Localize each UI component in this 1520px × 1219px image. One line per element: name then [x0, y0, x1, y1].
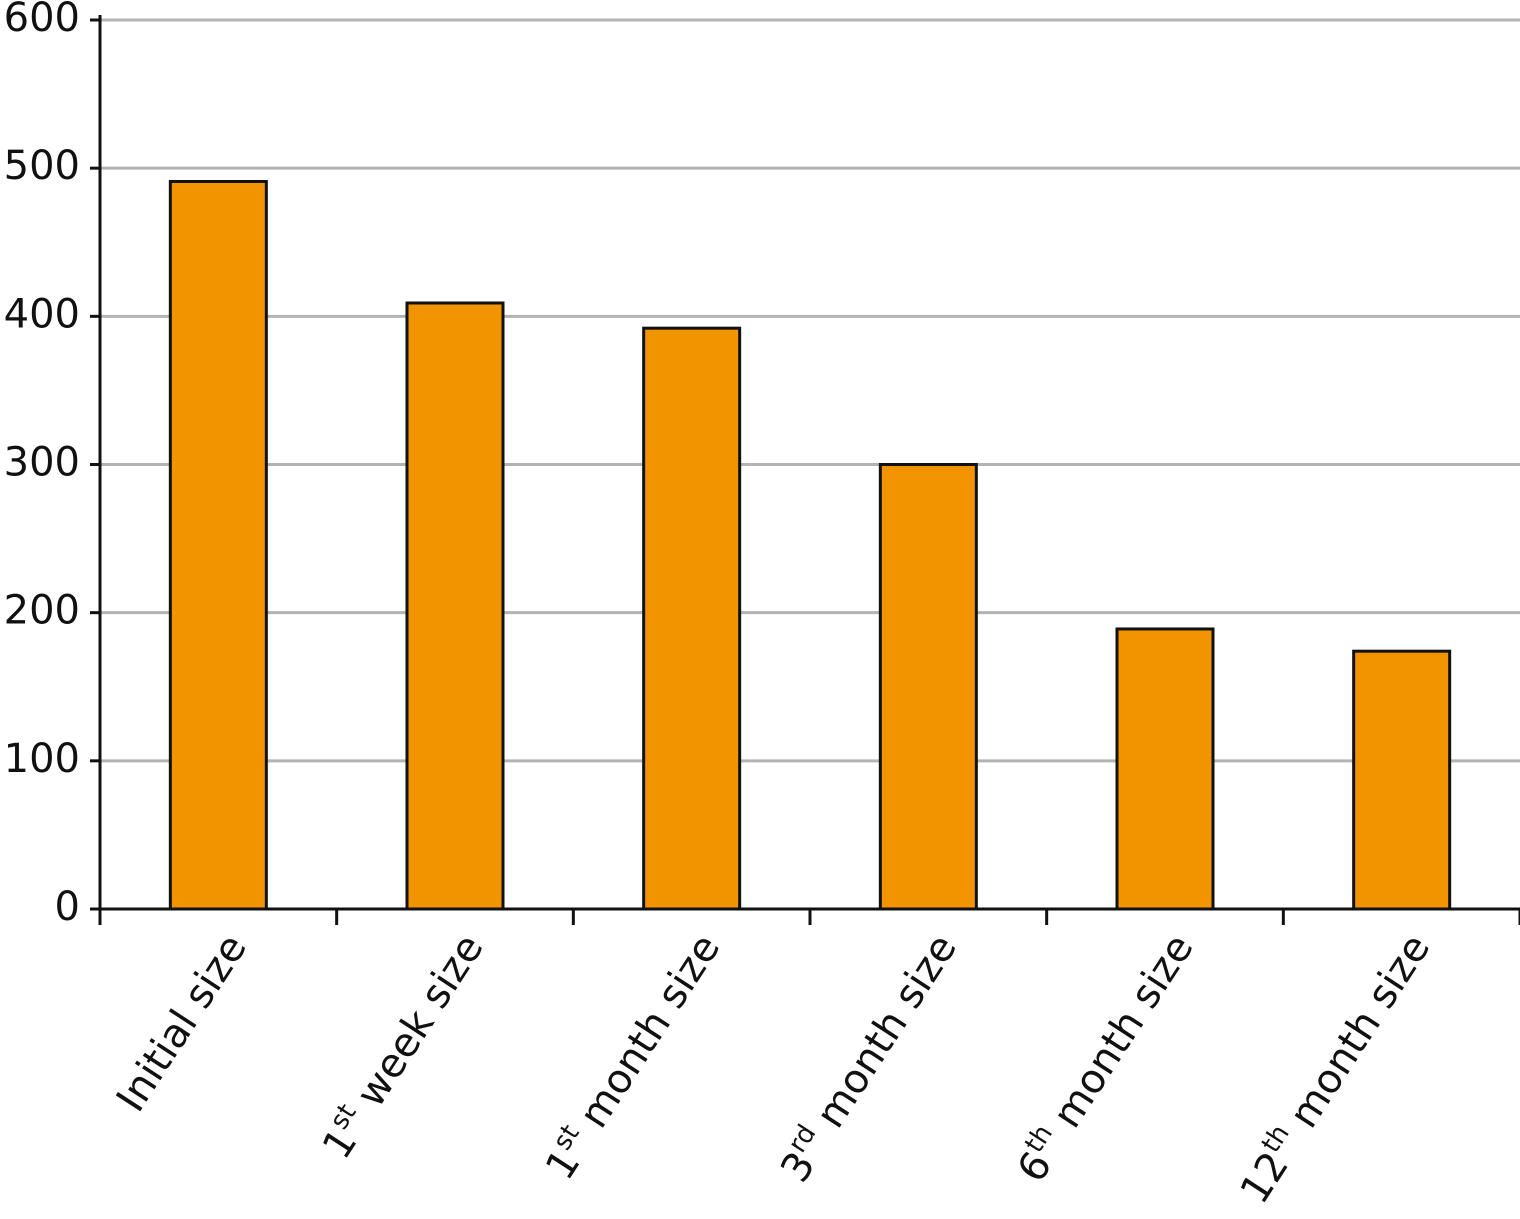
y-tick-label: 400	[4, 291, 80, 337]
bar	[1352, 649, 1452, 911]
x-tick-label: 1st month size	[533, 924, 729, 1188]
x-tick-label: 6th month size	[1005, 924, 1203, 1190]
y-tick-label: 300	[4, 440, 80, 486]
y-tick-label: 0	[55, 884, 80, 930]
y-tick-label: 500	[4, 143, 80, 189]
x-tick-label: 3rd month size	[768, 924, 966, 1191]
bar	[405, 301, 505, 911]
y-tick-label: 100	[4, 736, 80, 782]
bar	[1115, 627, 1215, 911]
y-tick-label: 600	[4, 0, 80, 41]
y-tick-label: 200	[4, 588, 80, 634]
x-tick-label: 1st week size	[310, 924, 492, 1167]
x-tick-label: 12th month size	[1228, 924, 1439, 1212]
grid	[100, 18, 1520, 911]
x-tick-label: Initial size	[108, 926, 256, 1120]
bar	[642, 326, 742, 911]
bars	[168, 180, 1452, 911]
bar	[168, 180, 268, 911]
bar	[878, 463, 978, 911]
